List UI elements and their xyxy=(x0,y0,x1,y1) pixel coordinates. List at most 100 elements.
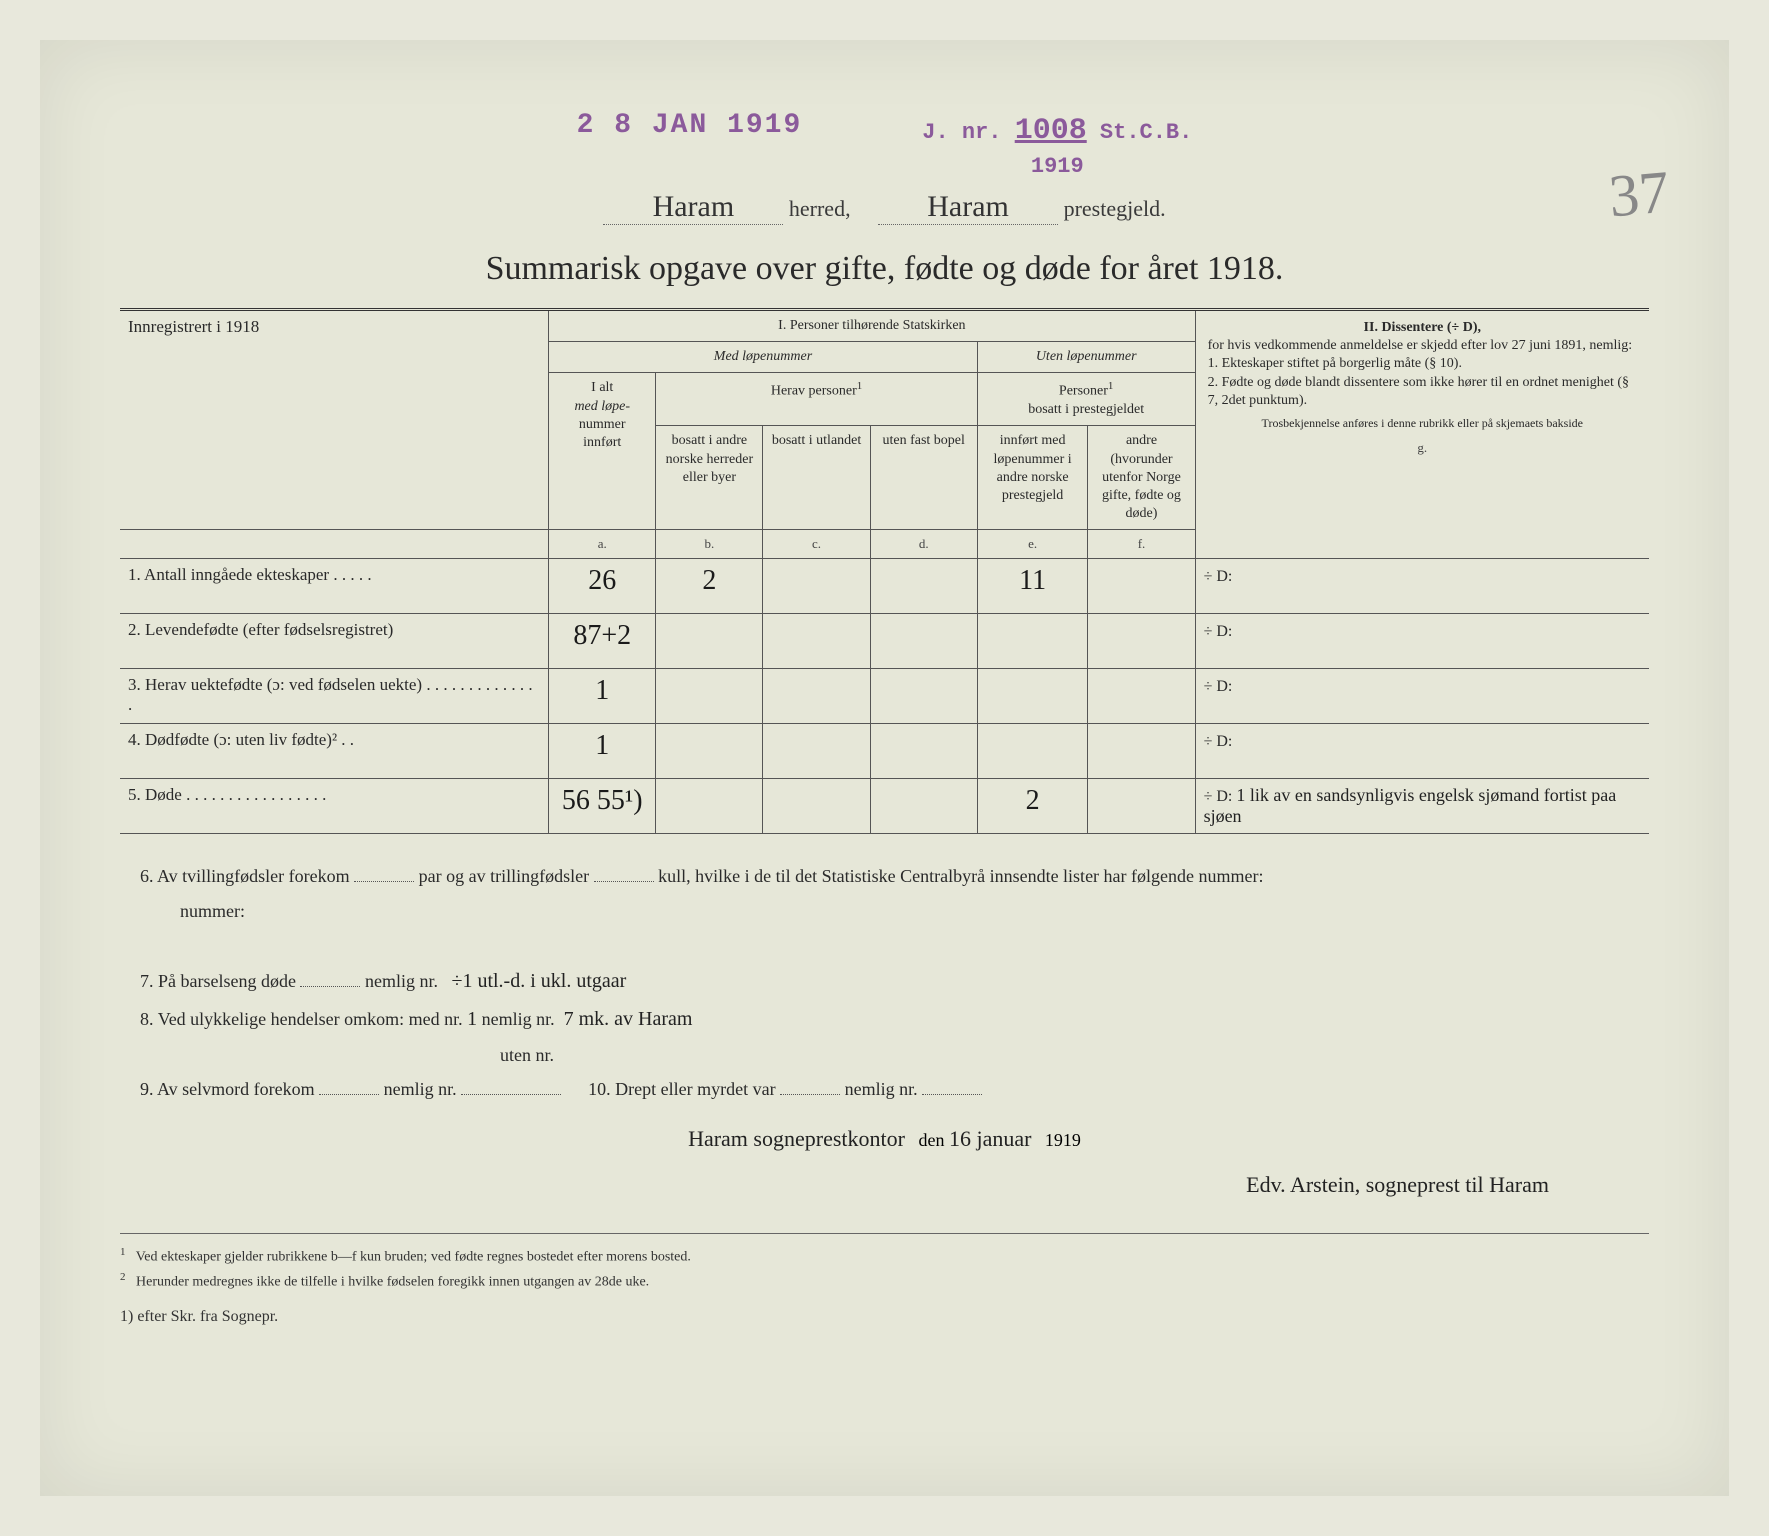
col-letter-g: g. xyxy=(1208,440,1637,457)
footnote-handwritten: 1) efter Skr. fra Sognepr. xyxy=(120,1304,1649,1330)
dissenter-cell: ÷ D: xyxy=(1195,724,1649,779)
herred-line: Haram herred, Haram prestegjeld. xyxy=(120,190,1649,225)
value-cell-e: 2 xyxy=(977,779,1088,834)
section-II-header: II. Dissentere (÷ D), for hvis vedkommen… xyxy=(1195,310,1649,559)
journal-stamp: J. nr. 1008 St.C.B. 1919 xyxy=(922,110,1192,183)
col-letter-c: c. xyxy=(763,530,870,559)
footnote-2: 2 Herunder medregnes ikke de tilfelle i … xyxy=(120,1269,1649,1294)
q8-uten: uten nr. xyxy=(140,1038,1649,1072)
value-cell-f xyxy=(1088,779,1195,834)
col-e-header: innført med løpenummer i andre norske pr… xyxy=(977,426,1088,530)
value-cell-e: 11 xyxy=(977,559,1088,614)
value-cell-d xyxy=(870,779,977,834)
value-cell-d xyxy=(870,559,977,614)
row-label: 2. Levendefødte (efter fødselsregistret) xyxy=(120,614,549,669)
value-cell-c xyxy=(763,669,870,724)
q6-line: 6. Av tvillingfødsler forekom par og av … xyxy=(140,859,1649,893)
page-number: 37 xyxy=(1606,158,1672,232)
col-f-header: andre (hvorunder utenfor Norge gifte, fø… xyxy=(1088,426,1195,530)
q7-line: 7. På barselseng døde nemlig nr. ÷1 utl.… xyxy=(140,962,1649,1000)
value-cell-c xyxy=(763,779,870,834)
lower-questions: 6. Av tvillingfødsler forekom par og av … xyxy=(120,859,1649,1106)
date-stamp: 2 8 JAN 1919 xyxy=(577,110,803,141)
dissenter-cell: ÷ D: xyxy=(1195,614,1649,669)
value-cell-c xyxy=(763,724,870,779)
value-cell-a: 56 55¹) xyxy=(549,779,656,834)
section-II-title: II. Dissentere (÷ D), xyxy=(1208,319,1637,337)
footnotes: 1 Ved ekteskaper gjelder rubrikkene b—f … xyxy=(120,1233,1649,1330)
value-cell-e xyxy=(977,614,1088,669)
jnr-prefix: J. nr. xyxy=(922,120,1001,145)
prestegjeld-value: Haram xyxy=(878,190,1058,225)
q8-line: 8. Ved ulykkelige hendelser omkom: med n… xyxy=(140,1000,1649,1038)
col-header-registered: Innregistrert i 1918 xyxy=(120,310,549,530)
value-cell-b: 2 xyxy=(656,559,763,614)
q9-q10-line: 9. Av selvmord forekom nemlig nr. 10. Dr… xyxy=(140,1072,1649,1106)
col-a-header: I alt med løpe- nummer innført xyxy=(549,373,656,530)
table-row: 4. Dødfødte (ɔ: uten liv fødte)² . .1÷ D… xyxy=(120,724,1649,779)
value-cell-b xyxy=(656,669,763,724)
prestegjeld-label: prestegjeld. xyxy=(1064,196,1166,221)
col-letter-d: d. xyxy=(870,530,977,559)
signature-line: Haram sogneprestkontor den 16 januar 191… xyxy=(120,1126,1649,1152)
value-cell-d xyxy=(870,724,977,779)
q6-nummer: nummer: xyxy=(140,894,1649,928)
table-row: 1. Antall inngåede ekteskaper . . . . .2… xyxy=(120,559,1649,614)
jnr-year: 1919 xyxy=(1031,154,1084,179)
q8-handwriting: 7 mk. av Haram xyxy=(564,1008,693,1030)
uten-lopenummer-header: Uten løpenummer xyxy=(977,342,1195,373)
value-cell-b xyxy=(656,779,763,834)
empty-corner xyxy=(120,530,549,559)
signer-line: Edv. Arstein, sogneprest til Haram xyxy=(120,1172,1649,1198)
main-table: Innregistrert i 1918 I. Personer tilhøre… xyxy=(120,308,1649,834)
row-label: 5. Døde . . . . . . . . . . . . . . . . … xyxy=(120,779,549,834)
value-cell-e xyxy=(977,669,1088,724)
section-II-text: for hvis vedkommende anmeldelse er skjed… xyxy=(1208,337,1637,355)
row-label: 4. Dødfødte (ɔ: uten liv fødte)² . . xyxy=(120,724,549,779)
value-cell-f xyxy=(1088,614,1195,669)
dissenter-cell: ÷ D: xyxy=(1195,669,1649,724)
jnr-number: 1008 xyxy=(1015,114,1087,148)
value-cell-c xyxy=(763,559,870,614)
document-page: 2 8 JAN 1919 J. nr. 1008 St.C.B. 1919 37… xyxy=(40,40,1729,1496)
table-row: 2. Levendefødte (efter fødselsregistret)… xyxy=(120,614,1649,669)
value-cell-b xyxy=(656,614,763,669)
col-b-header: bosatt i andre norske herreder eller bye… xyxy=(656,426,763,530)
value-cell-d xyxy=(870,614,977,669)
col-letter-f: f. xyxy=(1088,530,1195,559)
value-cell-a: 26 xyxy=(549,559,656,614)
herred-label: herred, xyxy=(789,196,851,221)
col-c-header: bosatt i utlandet xyxy=(763,426,870,530)
value-cell-c xyxy=(763,614,870,669)
section-I-header: I. Personer tilhørende Statskirken xyxy=(549,310,1195,342)
table-row: 5. Døde . . . . . . . . . . . . . . . . … xyxy=(120,779,1649,834)
herav-personer-header: Herav personer1 xyxy=(656,373,977,426)
value-cell-f xyxy=(1088,559,1195,614)
col-d-header: uten fast bopel xyxy=(870,426,977,530)
signature-date: 16 januar xyxy=(949,1126,1031,1151)
value-cell-b xyxy=(656,724,763,779)
col-letter-a: a. xyxy=(549,530,656,559)
row-label: 1. Antall inngåede ekteskaper . . . . . xyxy=(120,559,549,614)
jnr-suffix: St.C.B. xyxy=(1100,120,1192,145)
dissenter-cell: ÷ D: 1 lik av en sandsynligvis engelsk s… xyxy=(1195,779,1649,834)
signer-name: Edv. Arstein, sogneprest til Haram xyxy=(1246,1172,1549,1197)
footnote-1: 1 Ved ekteskaper gjelder rubrikkene b—f … xyxy=(120,1244,1649,1269)
document-title: Summarisk opgave over gifte, fødte og dø… xyxy=(120,250,1649,288)
stamp-row: 2 8 JAN 1919 J. nr. 1008 St.C.B. 1919 xyxy=(40,110,1729,183)
q7-handwriting: ÷1 utl.-d. i ukl. utgaar xyxy=(451,970,626,992)
value-cell-a: 87+2 xyxy=(549,614,656,669)
section-II-item2: 2. Fødte og døde blandt dissentere som i… xyxy=(1208,374,1637,410)
table-row: 3. Herav uektefødte (ɔ: ved fødselen uek… xyxy=(120,669,1649,724)
section-II-item1: 1. Ekteskaper stiftet på borgerlig måte … xyxy=(1208,355,1637,373)
value-cell-f xyxy=(1088,669,1195,724)
signature-place: Haram sogneprestkontor xyxy=(688,1126,905,1151)
col-letter-b: b. xyxy=(656,530,763,559)
value-cell-d xyxy=(870,669,977,724)
herred-value: Haram xyxy=(603,190,783,225)
value-cell-f xyxy=(1088,724,1195,779)
personer-bosatt-header: Personer1 bosatt i prestegjeldet xyxy=(977,373,1195,426)
value-cell-e xyxy=(977,724,1088,779)
dissenter-cell: ÷ D: xyxy=(1195,559,1649,614)
q8-value: 1 xyxy=(467,1008,477,1030)
